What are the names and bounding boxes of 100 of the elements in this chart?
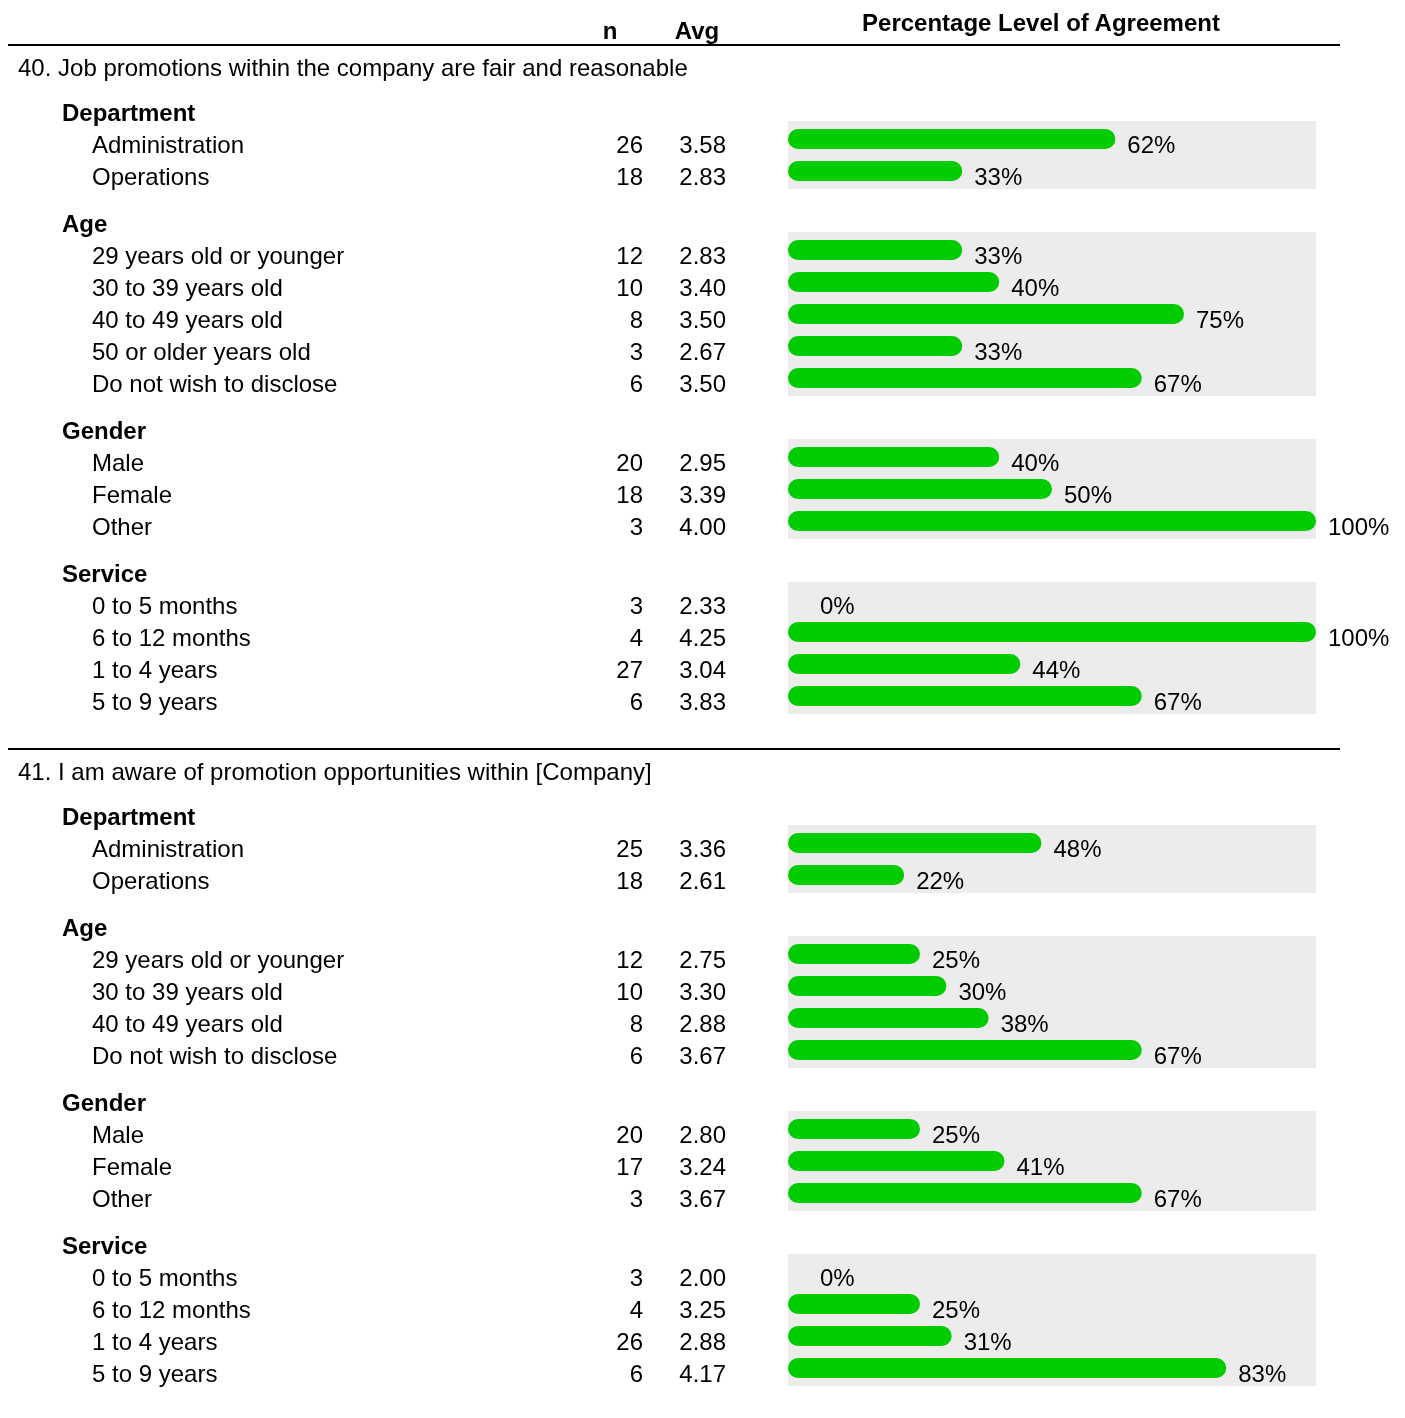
data-label: 3.67 bbox=[679, 1041, 726, 1069]
data-label: 27 bbox=[616, 655, 643, 683]
category-label: Administration bbox=[92, 130, 245, 158]
data-label: 4 bbox=[629, 623, 643, 651]
data-label: 12 bbox=[616, 945, 643, 973]
data-label: 67% bbox=[1153, 1041, 1202, 1069]
text: n bbox=[602, 16, 618, 44]
category-label: Female bbox=[92, 480, 173, 508]
data-label: 20 bbox=[616, 1120, 643, 1148]
category-label: Operations bbox=[92, 866, 210, 894]
data-label: 6 bbox=[629, 369, 643, 397]
data-label: 2.88 bbox=[679, 1009, 726, 1037]
data-label: 67% bbox=[1153, 1184, 1202, 1212]
data-label: 2.33 bbox=[679, 591, 726, 619]
data-label: 62% bbox=[1127, 130, 1176, 158]
data-label: 20 bbox=[616, 448, 643, 476]
data-label: 3.50 bbox=[679, 369, 726, 397]
data-label: 83% bbox=[1238, 1359, 1287, 1387]
data-label: 4.17 bbox=[679, 1359, 726, 1387]
data-label: 2.80 bbox=[679, 1120, 726, 1148]
data-label: 25% bbox=[932, 1120, 981, 1148]
data-label: 100% bbox=[1328, 512, 1390, 540]
data-label: 10 bbox=[616, 273, 643, 301]
category-label: Female bbox=[92, 1152, 173, 1180]
data-label: 3.67 bbox=[679, 1184, 726, 1212]
data-label: 3.30 bbox=[679, 977, 726, 1005]
data-label: 3.24 bbox=[679, 1152, 726, 1180]
category-label: 50 or older years old bbox=[92, 337, 311, 365]
data-label: 3.39 bbox=[679, 480, 726, 508]
data-label: 2.61 bbox=[679, 866, 726, 894]
category-label: 1 to 4 years bbox=[92, 1327, 218, 1355]
category-label: 29 years old or younger bbox=[92, 945, 345, 973]
category-label: Male bbox=[92, 448, 145, 476]
data-label: 40% bbox=[1011, 273, 1060, 301]
data-label: 22% bbox=[916, 866, 965, 894]
data-label: 41% bbox=[1016, 1152, 1065, 1180]
category-label: 40 to 49 years old bbox=[92, 305, 283, 333]
data-label: 100% bbox=[1328, 623, 1390, 651]
category-label: 6 to 12 months bbox=[92, 1295, 251, 1323]
data-label: 44% bbox=[1032, 655, 1081, 683]
category-label: Age bbox=[62, 209, 108, 237]
data-label: 30% bbox=[958, 977, 1007, 1005]
data-label: 2.83 bbox=[679, 241, 726, 269]
data-label: 31% bbox=[963, 1327, 1012, 1355]
data-label: 26 bbox=[616, 1327, 643, 1355]
text: Avg bbox=[674, 16, 720, 44]
data-label: 18 bbox=[616, 480, 643, 508]
data-label: 3 bbox=[629, 591, 643, 619]
data-label: 3.04 bbox=[679, 655, 726, 683]
category-label: Service bbox=[62, 559, 148, 587]
data-label: 25 bbox=[616, 834, 643, 862]
category-label: Age bbox=[62, 913, 108, 941]
category-label: 0 to 5 months bbox=[92, 1263, 238, 1291]
data-label: 2.75 bbox=[679, 945, 726, 973]
text: 40. Job promotions within the company are fair and reasonable bbox=[18, 53, 688, 81]
data-label: 75% bbox=[1196, 305, 1245, 333]
category-label: 29 years old or younger bbox=[92, 241, 345, 269]
data-label: 8 bbox=[629, 1009, 643, 1037]
data-label: 4.25 bbox=[679, 623, 726, 651]
category-label: Administration bbox=[92, 834, 245, 862]
data-label: 3.50 bbox=[679, 305, 726, 333]
data-label: 17 bbox=[616, 1152, 643, 1180]
data-label: 3 bbox=[629, 512, 643, 540]
data-label: 3 bbox=[629, 1263, 643, 1291]
data-label: 4 bbox=[629, 1295, 643, 1323]
data-label: 2.67 bbox=[679, 337, 726, 365]
category-label: Do not wish to disclose bbox=[92, 369, 338, 397]
data-label: 50% bbox=[1064, 480, 1113, 508]
data-label: 8 bbox=[629, 305, 643, 333]
text: 41. I am aware of promotion opportunities within [Company] bbox=[18, 757, 652, 785]
category-label: Gender bbox=[62, 416, 147, 444]
x-axis-title: Percentage Level of Agreement bbox=[862, 8, 1220, 36]
category-label: Male bbox=[92, 1120, 145, 1148]
data-label: 2.00 bbox=[679, 1263, 726, 1291]
data-label: 67% bbox=[1153, 687, 1202, 715]
data-label: 18 bbox=[616, 866, 643, 894]
data-label: 38% bbox=[1000, 1009, 1049, 1037]
data-label: 2.88 bbox=[679, 1327, 726, 1355]
data-label: 3.83 bbox=[679, 687, 726, 715]
category-label: Department bbox=[62, 802, 196, 830]
data-label: 48% bbox=[1053, 834, 1102, 862]
data-label: 25% bbox=[932, 1295, 981, 1323]
data-label: 33% bbox=[974, 162, 1023, 190]
category-label: Operations bbox=[92, 162, 210, 190]
data-label: 3.25 bbox=[679, 1295, 726, 1323]
data-label: 33% bbox=[974, 337, 1023, 365]
data-label: 40% bbox=[1011, 448, 1060, 476]
data-label: 25% bbox=[932, 945, 981, 973]
data-label: 67% bbox=[1153, 369, 1202, 397]
data-label: 3 bbox=[629, 337, 643, 365]
data-label: 10 bbox=[616, 977, 643, 1005]
data-label: 6 bbox=[629, 1359, 643, 1387]
category-label: 5 to 9 years bbox=[92, 1359, 218, 1387]
data-label: 2.95 bbox=[679, 448, 726, 476]
category-label: 0 to 5 months bbox=[92, 591, 238, 619]
category-label: Gender bbox=[62, 1088, 147, 1116]
data-label: 3.58 bbox=[679, 130, 726, 158]
category-label: Do not wish to disclose bbox=[92, 1041, 338, 1069]
category-label: 40 to 49 years old bbox=[92, 1009, 283, 1037]
category-label: 30 to 39 years old bbox=[92, 273, 283, 301]
